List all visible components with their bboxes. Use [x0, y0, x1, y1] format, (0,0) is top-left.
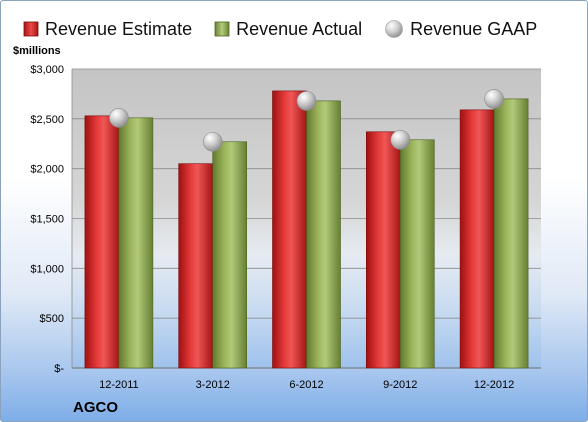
legend-item-estimate: Revenue Estimate	[23, 19, 192, 40]
point-revenue-gaap	[202, 131, 223, 152]
bar-revenue-estimate	[459, 109, 495, 369]
bar-revenue-actual	[118, 117, 154, 369]
legend-label-actual: Revenue Actual	[236, 18, 363, 39]
x-tick-label: 3-2012	[196, 379, 230, 391]
legend: Revenue Estimate Revenue Actual	[23, 17, 577, 41]
point-revenue-gaap	[484, 89, 504, 109]
company-label: AGCO	[73, 399, 118, 416]
legend-label-gaap: Revenue GAAP	[410, 18, 538, 39]
legend-item-gaap: Revenue GAAP	[384, 19, 537, 40]
point-revenue-gaap	[109, 108, 129, 128]
x-tick-label: 6-2012	[289, 379, 323, 391]
legend-label-estimate: Revenue Estimate	[45, 18, 193, 39]
bar-revenue-estimate	[178, 163, 213, 369]
bar-revenue-actual	[306, 100, 341, 369]
legend-swatch-estimate	[23, 21, 39, 37]
x-tick-label: 9-2012	[383, 379, 417, 391]
y-tick-label: $-	[54, 363, 64, 375]
y-tick-label: $3,000	[30, 64, 64, 76]
y-tick-label: $1,000	[30, 263, 64, 275]
bar-revenue-actual	[399, 139, 435, 369]
bar-revenue-estimate	[272, 90, 307, 369]
x-tick-label: 12-2011	[99, 379, 139, 391]
y-tick-label: $2,500	[30, 114, 64, 126]
legend-swatch-gaap	[385, 20, 403, 38]
y-tick-label: $2,000	[30, 164, 64, 176]
legend-swatch-actual	[214, 21, 230, 37]
point-revenue-gaap	[390, 129, 411, 150]
units-label: $millions	[13, 45, 61, 57]
bar-revenue-estimate	[84, 115, 120, 369]
point-revenue-gaap	[296, 91, 317, 111]
legend-item-actual: Revenue Actual	[214, 19, 362, 40]
bar-revenue-actual	[212, 141, 247, 369]
bar-revenue-actual	[493, 98, 529, 369]
y-tick-label: $1,500	[30, 214, 64, 226]
x-tick-label: 12-2012	[474, 379, 514, 391]
bar-revenue-estimate	[365, 131, 401, 369]
y-tick-label: $500	[40, 313, 64, 325]
